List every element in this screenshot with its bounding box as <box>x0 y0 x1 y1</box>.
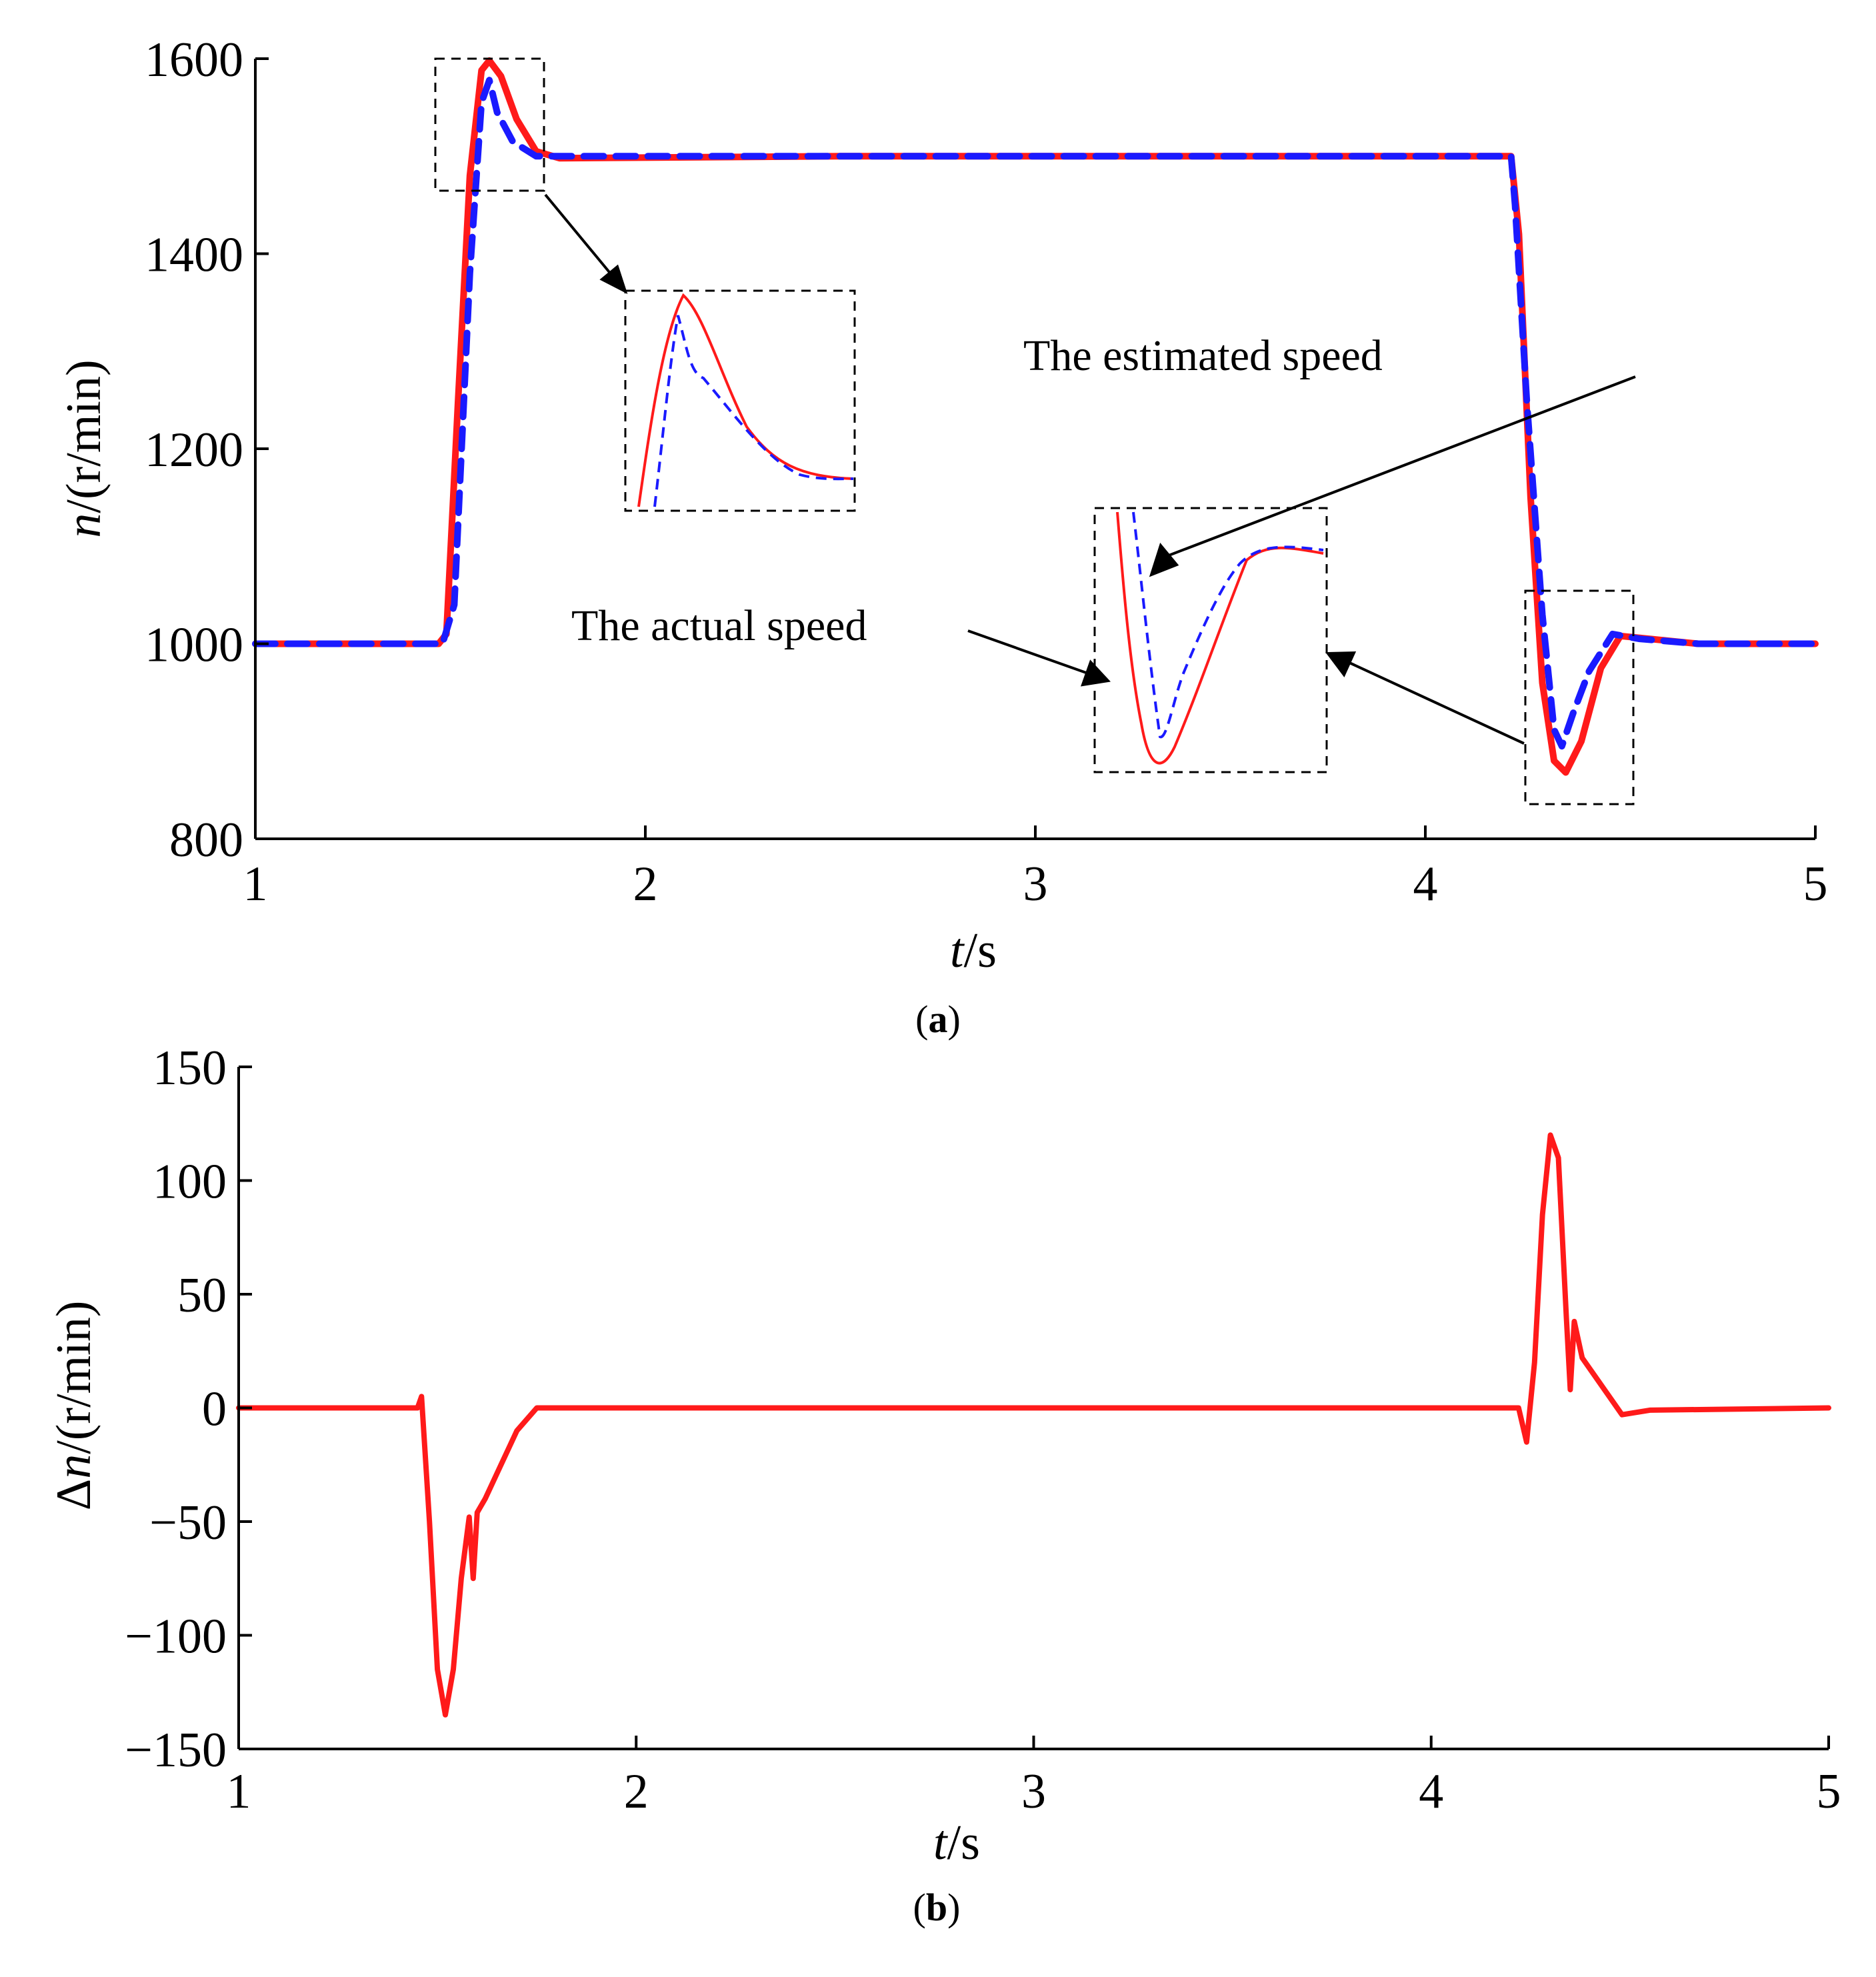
chart-a-y-tick-label: 1200 <box>145 423 243 477</box>
arrow-estimated-label <box>1168 375 1636 557</box>
arrow-peak-to-inset-head <box>599 264 628 294</box>
chart-b-x-tick-label: 2 <box>624 1764 649 1819</box>
chart-a-y-tick-label: 1600 <box>145 33 243 87</box>
chart-a-x-label: t/s <box>950 923 997 978</box>
chart-a-x-tick-label: 4 <box>1413 857 1438 911</box>
chart-a-y-tick-label: 800 <box>169 813 243 867</box>
chart-b-y-tick-label: 0 <box>202 1382 227 1437</box>
chart-a-x-tick-label: 5 <box>1803 857 1828 911</box>
chart-b: 1 2 3 4 5 −150 −100 −50 0 50 100 150 t/s Δn/(r/min)… <box>47 1041 1841 1929</box>
arrow-dip-to-inset <box>1346 660 1525 745</box>
chart-b-series-speed-error <box>236 1132 1831 1718</box>
chart-b-x-tick-label: 3 <box>1021 1764 1046 1819</box>
chart-a-x-tick-label: 1 <box>243 857 268 911</box>
inset-dip-estimated-curve <box>1132 511 1324 739</box>
chart-a-x-tick-label: 3 <box>1023 857 1048 911</box>
inset-box-dip <box>1093 507 1328 773</box>
chart-a: 1 2 3 4 5 800 1000 1200 1400 1600 t/s n/(r/min) T… <box>57 33 1828 1041</box>
arrow-estimated-head <box>1149 542 1179 577</box>
chart-b-y-tick-label: −100 <box>125 1610 227 1664</box>
inset-peak-actual-curve <box>637 293 854 507</box>
chart-b-y-tick-label: 150 <box>153 1041 227 1096</box>
chart-b-x-tick-label: 1 <box>227 1764 251 1819</box>
chart-b-y-tick-label: 50 <box>177 1268 227 1323</box>
arrow-actual-head <box>1080 659 1111 687</box>
zoom-box-peak <box>434 57 545 192</box>
estimated-speed-label: The estimated speed <box>1023 331 1383 380</box>
chart-a-series <box>252 57 1819 776</box>
chart-a-y-tick-label: 1000 <box>145 618 243 673</box>
chart-b-x-tick-label: 4 <box>1419 1764 1443 1819</box>
caption-a: (a) <box>915 998 961 1041</box>
chart-a-y-label: n/(r/min) <box>57 359 111 537</box>
chart-a-series-the-estimated-speed <box>252 77 1819 750</box>
chart-a-y-tick-label: 1400 <box>145 228 243 283</box>
chart-b-ticks: 1 2 3 4 5 −150 −100 −50 0 50 100 150 <box>125 1041 1841 1819</box>
inset-box-peak <box>624 289 856 512</box>
chart-b-y-label: Δn/(r/min) <box>47 1301 101 1511</box>
arrow-actual-label <box>967 629 1091 675</box>
inset-peak-estimated-curve <box>653 315 854 507</box>
inset-dip-actual-curve <box>1116 511 1324 765</box>
chart-b-y-tick-label: −50 <box>149 1496 227 1550</box>
chart-a-x-tick-label: 2 <box>633 857 658 911</box>
chart-b-y-tick-label: −150 <box>125 1723 227 1778</box>
arrow-dip-to-inset-head <box>1325 651 1357 677</box>
chart-b-series <box>236 1132 1831 1718</box>
chart-a-series-the-actual-speed <box>252 57 1819 776</box>
zoom-box-dip <box>1524 589 1635 805</box>
arrow-peak-to-inset <box>544 193 613 277</box>
annotation-arrows <box>544 193 1636 745</box>
caption-b: (b) <box>913 1886 961 1929</box>
chart-b-x-label: t/s <box>933 1816 980 1870</box>
actual-speed-label: The actual speed <box>571 601 867 650</box>
chart-b-y-tick-label: 100 <box>153 1155 227 1210</box>
chart-b-x-tick-label: 5 <box>1817 1764 1841 1819</box>
chart-a-ticks: 1 2 3 4 5 800 1000 1200 1400 1600 <box>145 33 1828 911</box>
